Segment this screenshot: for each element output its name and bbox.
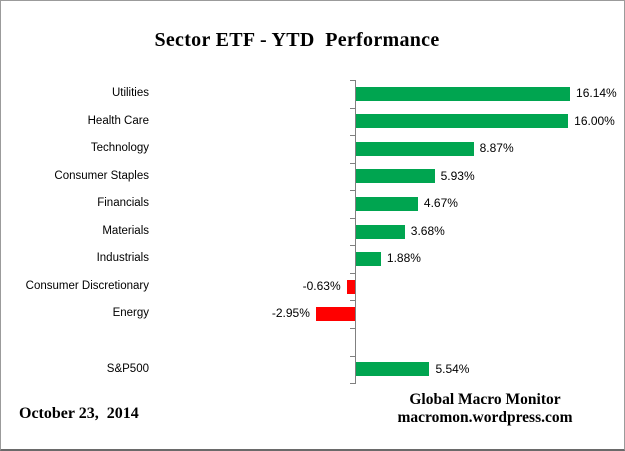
category-axis-line [355, 80, 356, 384]
bar [356, 114, 569, 129]
bar [315, 307, 355, 322]
value-label: -0.63% [302, 278, 341, 293]
axis-tick [350, 135, 355, 137]
axis-tick [350, 107, 355, 109]
category-label: Consumer Staples [54, 169, 149, 182]
date-label: October 23, 2014 [19, 405, 139, 422]
value-label: 4.67% [423, 196, 458, 211]
category-label: Energy [112, 307, 149, 320]
axis-tick [350, 300, 355, 302]
bar [346, 279, 355, 294]
axis-tick [350, 245, 355, 247]
category-label: Utilities [111, 87, 149, 99]
axis-tick [350, 190, 355, 192]
category-label: Financials [97, 197, 149, 210]
bar [356, 362, 430, 377]
axis-tick [350, 327, 355, 329]
value-label: 16.14% [576, 86, 617, 100]
value-label: 8.87% [479, 141, 514, 156]
value-label: 5.54% [435, 361, 470, 376]
value-label: 1.88% [386, 251, 421, 266]
axis-tick [350, 355, 355, 357]
axis-tick [350, 383, 355, 385]
category-label: Materials [102, 224, 149, 237]
attribution-line1: Global Macro Monitor [409, 391, 561, 408]
category-label: S&P500 [106, 362, 149, 375]
bar [356, 169, 435, 184]
value-label: -2.95% [271, 306, 310, 321]
axis-tick [350, 80, 355, 81]
bar [356, 196, 418, 211]
bar [356, 141, 474, 156]
value-label: 3.68% [410, 223, 445, 238]
category-label: Consumer Discretionary [25, 279, 149, 292]
bar [356, 86, 571, 101]
attribution: Global Macro Monitor macromon.wordpress.… [385, 391, 585, 427]
value-label: 5.93% [440, 168, 475, 183]
axis-tick [350, 162, 355, 164]
attribution-line2: macromon.wordpress.com [397, 409, 573, 426]
category-label: Industrials [96, 252, 149, 265]
chart-title: Sector ETF - YTD Performance [154, 29, 440, 51]
bar [356, 224, 405, 239]
value-label: 16.00% [574, 113, 615, 128]
axis-tick [350, 217, 355, 219]
bar-chart: Utilities 16.14% Health Care 16.00% Technolo… [1, 80, 624, 385]
axis-tick [350, 272, 355, 274]
category-label: Health Care [87, 114, 149, 127]
bar [356, 252, 381, 267]
category-label: Technology [90, 142, 149, 155]
